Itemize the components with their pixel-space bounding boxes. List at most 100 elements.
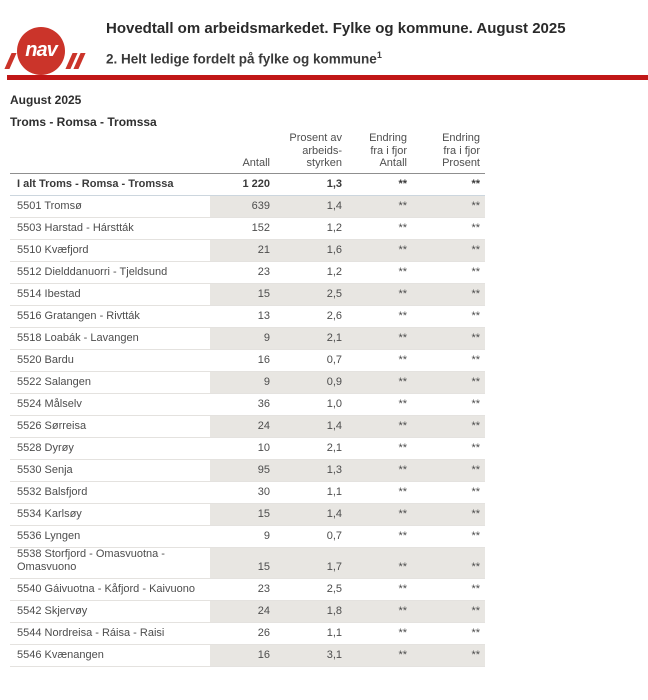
- table-total-row: I alt Troms - Romsa - Tromssa 1 220 1,3 ** *…: [10, 173, 485, 196]
- antall-cell: 21: [210, 239, 270, 262]
- endring-prosent-cell: **: [407, 305, 485, 328]
- municipality-name-cell: I alt Troms - Romsa - Tromssa: [10, 173, 210, 196]
- endring-prosent-cell: **: [407, 195, 485, 218]
- logo-text: nav: [25, 39, 57, 61]
- endring-prosent-cell: **: [407, 644, 485, 667]
- logo-slash-icon: [4, 53, 17, 69]
- table-row: 5544 Nordreisa - Ráisa - Raisi 26 1,1 ** **: [10, 622, 485, 645]
- endring-prosent-cell: **: [407, 239, 485, 262]
- antall-cell: 24: [210, 600, 270, 623]
- page-subtitle-text: 2. Helt ledige fordelt på fylke og kommu…: [106, 51, 377, 67]
- prosent-cell: 1,0: [270, 393, 342, 416]
- endring-prosent-cell: **: [407, 261, 485, 284]
- footnote-mark: 1: [376, 50, 382, 60]
- municipality-name-cell: 5540 Gáivuotna - Kåfjord - Kaivuono: [10, 578, 210, 601]
- endring-prosent-cell: **: [407, 283, 485, 306]
- endring-prosent-cell: **: [407, 459, 485, 482]
- municipality-name-cell: 5518 Loabák - Lavangen: [10, 327, 210, 350]
- prosent-cell: 1,1: [270, 622, 342, 645]
- municipality-name-cell: 5514 Ibestad: [10, 283, 210, 306]
- endring-antall-cell: **: [342, 393, 407, 416]
- prosent-cell: 2,1: [270, 437, 342, 460]
- column-header-line: Antall: [242, 157, 270, 169]
- endring-antall-cell: **: [342, 547, 407, 579]
- prosent-cell: 1,4: [270, 415, 342, 438]
- report-header: nav Hovedtall om arbeidsmarkedet. Fylke …: [0, 0, 648, 75]
- endring-prosent-cell: **: [407, 525, 485, 548]
- table-body: I alt Troms - Romsa - Tromssa 1 220 1,3 ** *…: [10, 173, 485, 667]
- antall-cell: 16: [210, 644, 270, 667]
- antall-cell: 26: [210, 622, 270, 645]
- municipality-name-cell: 5532 Balsfjord: [10, 481, 210, 504]
- endring-antall-cell: **: [342, 283, 407, 306]
- endring-antall-cell: **: [342, 481, 407, 504]
- table-row: 5510 Kvæfjord 21 1,6 ** **: [10, 239, 485, 262]
- column-header-line: styrken: [306, 157, 342, 169]
- endring-antall-cell: **: [342, 195, 407, 218]
- endring-antall-cell: **: [342, 622, 407, 645]
- municipality-name-cell: 5536 Lyngen: [10, 525, 210, 548]
- antall-cell: 15: [210, 283, 270, 306]
- endring-prosent-cell: **: [407, 415, 485, 438]
- antall-cell: 1 220: [210, 173, 270, 196]
- endring-prosent-cell: **: [407, 547, 485, 579]
- prosent-cell: 1,3: [270, 173, 342, 196]
- endring-antall-cell: **: [342, 305, 407, 328]
- endring-antall-cell: **: [342, 600, 407, 623]
- antall-cell: 15: [210, 503, 270, 526]
- antall-cell: 639: [210, 195, 270, 218]
- endring-antall-cell: **: [342, 437, 407, 460]
- prosent-cell: 3,1: [270, 644, 342, 667]
- table-row: 5512 Dielddanuorri - Tjeldsund 23 1,2 ** **: [10, 261, 485, 284]
- endring-prosent-cell: **: [407, 437, 485, 460]
- municipality-name-cell: 5546 Kvænangen: [10, 644, 210, 667]
- prosent-cell: 0,7: [270, 349, 342, 372]
- endring-antall-cell: **: [342, 578, 407, 601]
- endring-prosent-cell: **: [407, 503, 485, 526]
- table-row: 5532 Balsfjord 30 1,1 ** **: [10, 481, 485, 504]
- page-subtitle: 2. Helt ledige fordelt på fylke og kommu…: [106, 47, 566, 68]
- endring-antall-cell: **: [342, 371, 407, 394]
- column-header-name: [10, 132, 210, 174]
- antall-cell: 152: [210, 217, 270, 240]
- antall-cell: 9: [210, 525, 270, 548]
- antall-cell: 30: [210, 481, 270, 504]
- prosent-cell: 1,4: [270, 503, 342, 526]
- municipality-name-cell: 5534 Karlsøy: [10, 503, 210, 526]
- endring-prosent-cell: **: [407, 173, 485, 196]
- table-row: 5516 Gratangen - Rivtták 13 2,6 ** **: [10, 305, 485, 328]
- table-row: 5501 Tromsø 639 1,4 ** **: [10, 195, 485, 218]
- endring-prosent-cell: **: [407, 371, 485, 394]
- prosent-cell: 1,3: [270, 459, 342, 482]
- prosent-cell: 2,5: [270, 283, 342, 306]
- table-row: 5522 Salangen 9 0,9 ** **: [10, 371, 485, 394]
- prosent-cell: 2,1: [270, 327, 342, 350]
- column-header-line: fra i fjor: [443, 144, 480, 157]
- column-header-line: Antall: [379, 157, 407, 169]
- column-header-antall: Antall: [210, 132, 270, 174]
- prosent-cell: 1,1: [270, 481, 342, 504]
- column-header-endring-antall: Endring fra i fjor Antall: [342, 132, 407, 174]
- red-divider: [7, 75, 648, 80]
- municipality-name-cell: 5538 Storfjord - Omasvuotna - Omasvuono: [10, 547, 210, 579]
- antall-cell: 36: [210, 393, 270, 416]
- endring-antall-cell: **: [342, 503, 407, 526]
- page-title: Hovedtall om arbeidsmarkedet. Fylke og k…: [106, 20, 566, 37]
- antall-cell: 16: [210, 349, 270, 372]
- prosent-cell: 0,9: [270, 371, 342, 394]
- antall-cell: 23: [210, 261, 270, 284]
- endring-prosent-cell: **: [407, 217, 485, 240]
- endring-antall-cell: **: [342, 415, 407, 438]
- table-row: 5538 Storfjord - Omasvuotna - Omasvuono 1…: [10, 547, 485, 579]
- column-header-line: arbeids-: [302, 144, 342, 157]
- municipality-name-cell: 5526 Sørreisa: [10, 415, 210, 438]
- endring-prosent-cell: **: [407, 600, 485, 623]
- municipality-name-cell: 5501 Tromsø: [10, 195, 210, 218]
- endring-antall-cell: **: [342, 217, 407, 240]
- period-label: August 2025: [10, 93, 82, 107]
- table-row: 5536 Lyngen 9 0,7 ** **: [10, 525, 485, 548]
- municipality-name-cell: 5516 Gratangen - Rivtták: [10, 305, 210, 328]
- table-row: 5542 Skjervøy 24 1,8 ** **: [10, 600, 485, 623]
- municipality-name-cell: 5510 Kvæfjord: [10, 239, 210, 262]
